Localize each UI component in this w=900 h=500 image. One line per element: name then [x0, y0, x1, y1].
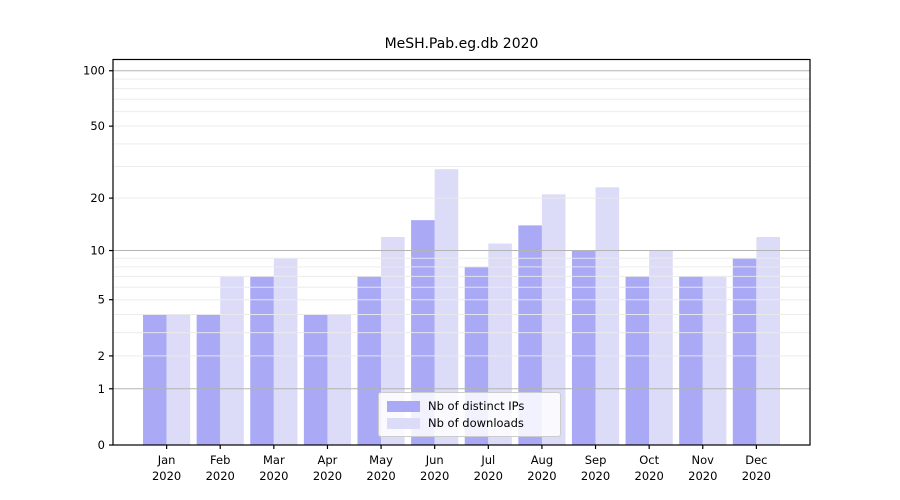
bar-distinct-ips-oct	[625, 276, 650, 445]
x-tick-label-month: Jul	[480, 453, 495, 467]
x-tick-label-month: Nov	[692, 453, 715, 467]
y-tick-label: 50	[90, 119, 105, 133]
bar-downloads-nov	[702, 276, 727, 445]
y-tick-label: 20	[90, 191, 105, 205]
bar-distinct-ips-nov	[679, 276, 703, 445]
bar-distinct-ips-jan	[143, 314, 167, 445]
y-tick-label: 100	[83, 64, 105, 78]
y-tick-label: 2	[98, 349, 105, 363]
x-tick-label-year: 2020	[527, 469, 556, 483]
bar-distinct-ips-feb	[196, 314, 221, 445]
x-tick-label-year: 2020	[742, 469, 771, 483]
legend-label-downloads: Nb of downloads	[428, 416, 524, 430]
x-tick-label-year: 2020	[581, 469, 610, 483]
bar-downloads-mar	[273, 258, 298, 445]
x-tick-label-year: 2020	[688, 469, 717, 483]
legend-label-distinct-ips: Nb of distinct IPs	[428, 399, 525, 413]
legend-swatch-downloads	[387, 417, 420, 429]
bar-downloads-apr	[327, 314, 352, 445]
x-tick-label-month: Apr	[318, 453, 338, 467]
bar-distinct-ips-sep	[571, 250, 596, 445]
x-tick-label-month: Mar	[263, 453, 285, 467]
bar-distinct-ips-may	[357, 276, 382, 445]
bar-distinct-ips-mar	[250, 276, 274, 445]
legend: Nb of distinct IPs Nb of downloads	[378, 392, 561, 437]
x-tick-label-month: May	[369, 453, 393, 467]
bar-downloads-jan	[166, 314, 191, 445]
bar-downloads-sep	[595, 187, 620, 446]
chart-title: MeSH.Pab.eg.db 2020	[384, 36, 539, 52]
y-tick-label: 0	[98, 438, 105, 452]
x-tick-label-month: Feb	[210, 453, 230, 467]
bar-distinct-ips-apr	[303, 314, 328, 445]
legend-swatch-distinct-ips	[387, 400, 420, 412]
x-tick-label-year: 2020	[366, 469, 395, 483]
x-tick-label-month: Sep	[585, 453, 607, 467]
x-tick-label-year: 2020	[152, 469, 181, 483]
legend-row-downloads: Nb of downloads	[387, 416, 552, 430]
x-tick-label-month: Dec	[745, 453, 767, 467]
bar-downloads-aug	[541, 194, 566, 445]
x-tick-label-year: 2020	[206, 469, 235, 483]
x-tick-label-month: Oct	[639, 453, 659, 467]
x-tick-label-year: 2020	[420, 469, 449, 483]
bar-distinct-ips-dec	[732, 258, 757, 445]
bar-downloads-dec	[756, 236, 780, 445]
x-tick-label-month: Aug	[531, 453, 553, 467]
plot-frame	[112, 58, 811, 446]
x-tick-label-year: 2020	[635, 469, 664, 483]
x-tick-label-month: Jun	[425, 453, 444, 467]
y-tick-label: 5	[98, 293, 105, 307]
x-tick-label-year: 2020	[313, 469, 342, 483]
bar-downloads-feb	[220, 276, 244, 445]
y-tick-label: 1	[98, 382, 105, 396]
x-tick-label-year: 2020	[259, 469, 288, 483]
x-tick-label-month: Jan	[157, 453, 176, 467]
bar-distinct-ips-aug	[518, 225, 542, 445]
bar-downloads-oct	[649, 250, 673, 445]
x-tick-label-year: 2020	[474, 469, 503, 483]
bar-downloads-jun	[434, 169, 459, 446]
legend-row-distinct-ips: Nb of distinct IPs	[387, 399, 552, 413]
y-tick-label: 10	[90, 244, 105, 258]
